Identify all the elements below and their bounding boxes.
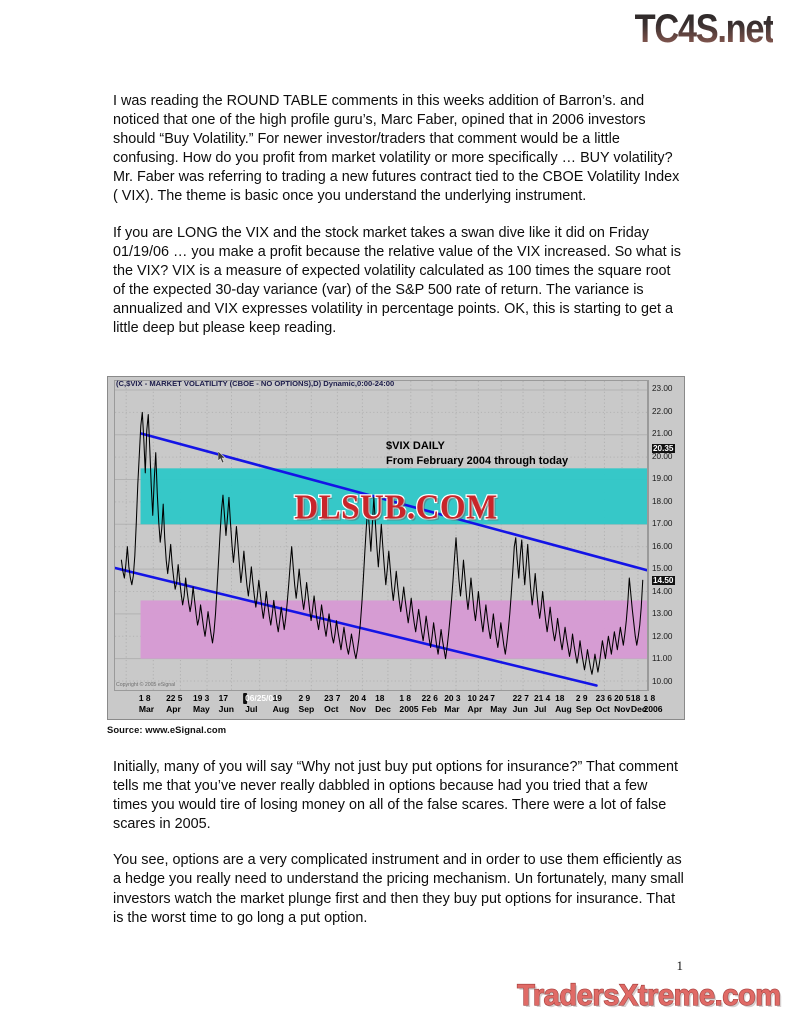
price-scale-cursor-price: 14.50 bbox=[652, 575, 675, 585]
footer-brand-logo: TradersXtreme.com bbox=[451, 978, 782, 1020]
paragraph-1: I was reading the ROUND TABLE comments i… bbox=[113, 93, 680, 205]
price-scale-tick: 10.00 bbox=[652, 676, 673, 686]
price-scale-tick: 18.00 bbox=[652, 496, 673, 506]
price-scale-tick: 14.00 bbox=[652, 586, 673, 596]
price-scale-tick: 15.00 bbox=[652, 564, 673, 574]
price-scale-tick: 23.00 bbox=[652, 384, 673, 393]
price-scale-tick: 21.00 bbox=[652, 429, 673, 439]
chart-copyright-note: Copyright © 2005 eSignal bbox=[116, 682, 176, 688]
vix-chart-figure: (C,$VIX - MARKET VOLATILITY (CBOE - NO O… bbox=[107, 376, 685, 735]
price-scale-tick: 22.00 bbox=[652, 406, 673, 416]
chart-price-series bbox=[120, 411, 644, 675]
article-body-bottom: Initially, many of you will say “Why not… bbox=[113, 758, 685, 945]
chart-trendlines bbox=[115, 432, 647, 687]
page-number: 1 bbox=[676, 958, 684, 973]
paragraph-2: If you are LONG the VIX and the stock ma… bbox=[113, 224, 681, 337]
price-scale-tick: 17.00 bbox=[652, 519, 673, 529]
price-scale-tick: 11.00 bbox=[652, 654, 672, 664]
chart-annotation-line2: From February 2004 through today bbox=[386, 455, 569, 467]
price-scale-tick: 13.00 bbox=[652, 609, 673, 619]
price-scale-tick: 16.00 bbox=[652, 541, 673, 551]
chart-highlight-bands bbox=[140, 468, 647, 659]
mouse-cursor-icon bbox=[218, 451, 227, 464]
chart-price-scale[interactable]: 10.00 11.00 12.00 13.00 14.00 15.00 16.00 17.00… bbox=[648, 380, 684, 691]
chart-annotation: $VIX DAILY From February 2004 through to… bbox=[386, 439, 568, 469]
price-scale-tick: 19.00 bbox=[652, 474, 673, 484]
site-header-logo-text: TC4S.net bbox=[634, 7, 774, 51]
chart-source-caption: Source: www.eSignal.com bbox=[107, 724, 227, 735]
site-header-logo: TC4S.net TC4S.net bbox=[573, 6, 774, 58]
paragraph-3: Initially, many of you will say “Why not… bbox=[113, 759, 678, 833]
footer-brand-logo-text: TradersXtreme.com bbox=[517, 978, 782, 1012]
price-scale-last-price: 20.35 bbox=[652, 443, 675, 453]
price-scale-tick: 20.00 bbox=[652, 451, 673, 461]
chart-x-axis: 1 8 Mar 22 5 Apr 19 3 May 17 Jun 06/25/04 Jul 19 Au… bbox=[138, 693, 663, 714]
chart-annotation-line1: $VIX DAILY bbox=[386, 440, 445, 452]
article-body-top: I was reading the ROUND TABLE comments i… bbox=[113, 92, 685, 355]
chart-frame: (C,$VIX - MARKET VOLATILITY (CBOE - NO O… bbox=[107, 376, 685, 720]
chart-plot-area[interactable] bbox=[114, 380, 648, 691]
chart-window-title: (C,$VIX - MARKET VOLATILITY (CBOE - NO O… bbox=[116, 379, 395, 388]
price-scale-tick: 12.00 bbox=[652, 631, 673, 641]
x-axis-day-label: 06/25/04 bbox=[243, 693, 278, 704]
paragraph-4: You see, options are a very complicated … bbox=[113, 852, 684, 926]
